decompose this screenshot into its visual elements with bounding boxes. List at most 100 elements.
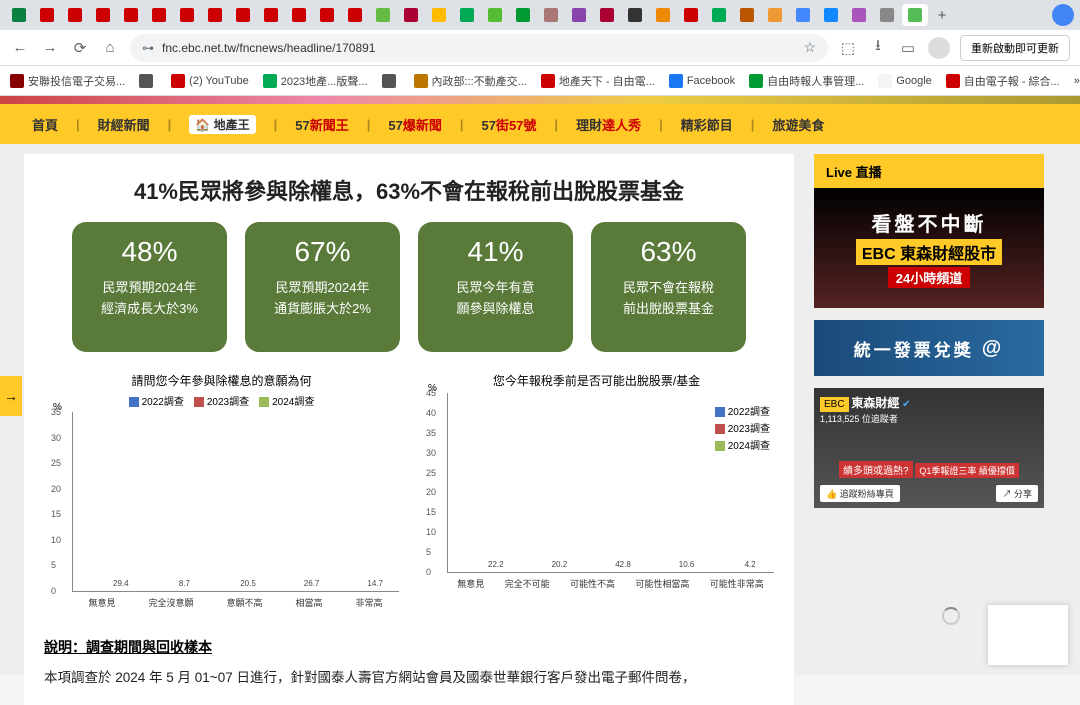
browser-tab[interactable] [650, 4, 676, 26]
page-content: 首頁|財經新聞|🏠 地產王|57新聞王|57爆新聞|57街57號|理財達人秀|精… [0, 96, 1080, 675]
bookmark-item[interactable]: Google [878, 74, 931, 88]
live-mid-text: EBC 東森財經股市 [856, 239, 1002, 265]
downloads-icon[interactable]: ⭳ [868, 38, 888, 58]
browser-tab[interactable] [62, 4, 88, 26]
url-text: fnc.ebc.net.tw/fncnews/headline/170891 [162, 41, 375, 55]
new-tab-button[interactable]: + [930, 4, 954, 26]
bookmarks-overflow-icon[interactable]: » [1074, 75, 1080, 87]
fb-followers: 1,113,525 位追蹤者 [820, 412, 1038, 425]
browser-tab[interactable] [594, 4, 620, 26]
invoice-banner[interactable]: 統一發票兌獎 @ [814, 320, 1044, 376]
nav-item[interactable]: 🏠 地產王 [189, 115, 255, 134]
browser-tab[interactable] [566, 4, 592, 26]
live-top-text: 看盤不中斷 [872, 208, 987, 237]
relaunch-button[interactable]: 重新啟動即可更新 [960, 35, 1070, 61]
stat-card: 67%民眾預期2024年通貨膨脹大於2% [245, 222, 400, 352]
reload-button[interactable]: ⟳ [70, 38, 90, 58]
browser-tab[interactable] [482, 4, 508, 26]
sidebar: Live 直播 看盤不中斷 EBC 東森財經股市 24小時頻道 統一發票兌獎 @… [814, 154, 1044, 508]
site-info-icon[interactable]: ⊶ [142, 41, 154, 55]
account-icon[interactable] [928, 37, 950, 59]
browser-tab[interactable] [762, 4, 788, 26]
chart-plot: 2022調查2023調查2024調查%05101520253035404522.… [447, 393, 774, 573]
browser-tab[interactable] [202, 4, 228, 26]
browser-tab[interactable] [90, 4, 116, 26]
article-body: 41%民眾將參與除權息，63%不會在報稅前出脫股票基金 48%民眾預期2024年… [24, 154, 794, 705]
verified-icon: ✔ [902, 399, 910, 410]
browser-tab[interactable] [230, 4, 256, 26]
at-icon: @ [982, 337, 1005, 360]
nav-item[interactable]: 旅遊美食 [772, 115, 824, 134]
bookmark-star-icon[interactable]: ☆ [803, 39, 816, 56]
nav-item[interactable]: 57爆新聞 [388, 115, 441, 134]
browser-tab[interactable] [790, 4, 816, 26]
browser-tab[interactable] [370, 4, 396, 26]
browser-tab[interactable] [426, 4, 452, 26]
bookmark-item[interactable]: 地產天下 - 自由電... [541, 73, 655, 89]
browser-tab[interactable] [818, 4, 844, 26]
nav-item[interactable]: 財經新聞 [98, 115, 150, 134]
nav-item[interactable]: 首頁 [32, 115, 58, 134]
chart-right: 您今年報稅季前是否可能出脫股票/基金2022調查2023調查2024調查%051… [419, 372, 774, 609]
browser-tab[interactable] [398, 4, 424, 26]
extensions-icon[interactable]: ⬚ [838, 38, 858, 58]
browser-tab-strip: + [0, 0, 1080, 30]
fb-caption2: Q1季報證三率 績優撐價 [915, 463, 1019, 478]
fb-follow-button[interactable]: 👍 追蹤粉絲專頁 [820, 485, 900, 502]
home-button[interactable]: ⌂ [100, 38, 120, 58]
bookmark-item[interactable]: (2) YouTube [171, 74, 249, 88]
live-video-thumb[interactable]: 看盤不中斷 EBC 東森財經股市 24小時頻道 [814, 188, 1044, 308]
profile-avatar[interactable] [1052, 4, 1074, 26]
stat-card: 48%民眾預期2024年經濟成長大於3% [72, 222, 227, 352]
browser-tab[interactable] [510, 4, 536, 26]
browser-tab[interactable] [706, 4, 732, 26]
bookmark-item[interactable]: 自由時報人事管理... [749, 73, 864, 89]
browser-tab[interactable] [314, 4, 340, 26]
nav-item[interactable]: 精彩節目 [681, 115, 733, 134]
reading-list-icon[interactable]: ▭ [898, 38, 918, 58]
address-bar[interactable]: ⊶ fnc.ebc.net.tw/fncnews/headline/170891… [130, 34, 828, 62]
bookmark-item[interactable] [382, 74, 400, 88]
stat-card: 63%民眾不會在報稅前出脫股票基金 [591, 222, 746, 352]
browser-tab[interactable] [622, 4, 648, 26]
back-button[interactable]: ← [10, 38, 30, 58]
browser-tab[interactable] [678, 4, 704, 26]
mini-chart-widget[interactable] [988, 605, 1068, 665]
bookmark-item[interactable]: 自由電子報 - 綜合... [946, 73, 1060, 89]
browser-tab[interactable] [538, 4, 564, 26]
fb-share-button[interactable]: ↗ 分享 [996, 485, 1038, 502]
live-header: Live 直播 [814, 154, 1044, 188]
stat-cards-row: 48%民眾預期2024年經濟成長大於3%67%民眾預期2024年通貨膨脹大於2%… [44, 222, 774, 352]
nav-item[interactable]: 57新聞王 [295, 115, 348, 134]
live-bot-text: 24小時頻道 [888, 267, 970, 288]
expand-arrow-tab[interactable]: → [0, 376, 22, 416]
browser-tab[interactable] [454, 4, 480, 26]
loading-spinner-icon [942, 607, 960, 625]
browser-tab[interactable] [34, 4, 60, 26]
browser-tab[interactable] [342, 4, 368, 26]
browser-tab[interactable] [258, 4, 284, 26]
banner-strip [0, 96, 1080, 104]
fb-caption1: 績多頭或過熱? [839, 461, 913, 478]
browser-tab[interactable] [6, 4, 32, 26]
browser-tab[interactable] [874, 4, 900, 26]
infographic-title: 41%民眾將參與除權息，63%不會在報稅前出脫股票基金 [44, 174, 774, 206]
bookmark-item[interactable]: 安聯投信電子交易... [10, 73, 125, 89]
bookmark-item[interactable]: 內政部:::不動產交... [414, 73, 527, 89]
nav-item[interactable]: 57街57號 [481, 115, 536, 134]
browser-tab[interactable] [146, 4, 172, 26]
browser-tab[interactable] [902, 4, 928, 26]
browser-tab[interactable] [118, 4, 144, 26]
forward-button[interactable]: → [40, 38, 60, 58]
bookmark-item[interactable]: Facebook [669, 74, 735, 88]
bookmark-item[interactable] [139, 74, 157, 88]
nav-item[interactable]: 理財達人秀 [576, 115, 641, 134]
facebook-card[interactable]: EBC 東森財經 ✔ 1,113,525 位追蹤者 績多頭或過熱? Q1季報證三… [814, 388, 1044, 508]
browser-tab[interactable] [286, 4, 312, 26]
bookmark-item[interactable]: 2023地產...版聲... [263, 73, 368, 89]
browser-tab[interactable] [174, 4, 200, 26]
browser-tab[interactable] [734, 4, 760, 26]
note-text: 本項調查於 2024 年 5 月 01~07 日進行，針對國泰人壽官方網站會員及… [44, 665, 774, 691]
browser-tab[interactable] [846, 4, 872, 26]
fb-logo: EBC [820, 397, 849, 412]
